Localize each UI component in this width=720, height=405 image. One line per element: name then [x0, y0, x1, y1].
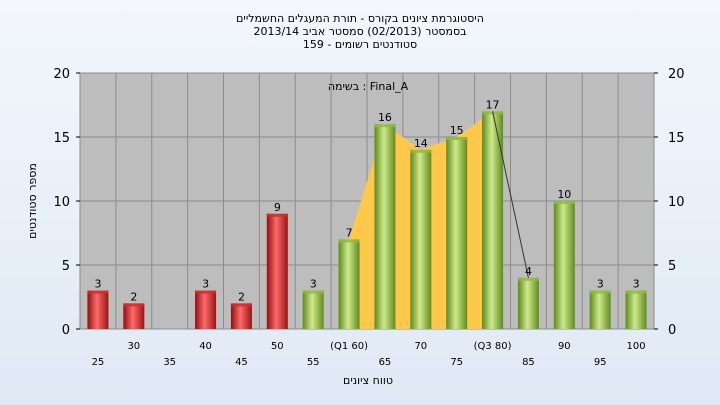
bar-value-label: 10	[557, 188, 571, 201]
y-tick-label-right: 20	[668, 67, 685, 82]
bar	[589, 290, 611, 329]
x-tick-label: 40	[199, 341, 212, 352]
x-tick-label: (Q1 60)	[330, 341, 368, 352]
bar	[374, 124, 396, 329]
bar	[87, 290, 109, 329]
bar-value-label: 2	[130, 290, 137, 303]
x-tick-label: 90	[558, 341, 571, 352]
x-tick-label: 85	[522, 357, 535, 368]
bar	[230, 303, 252, 329]
bar	[195, 290, 217, 329]
bar-cap	[553, 201, 575, 204]
y-tick-label-left: 5	[62, 259, 70, 274]
chart-subtitle-1: בסמסטר (02/2013) סמסטר אביב 2013/14	[253, 25, 466, 38]
chart-titles: היסטוגרמת ציונים בקורס - תורת המעגלים הח…	[236, 12, 484, 51]
bar	[517, 277, 539, 329]
x-tick-label: 75	[450, 357, 463, 368]
bar-cap	[195, 290, 217, 294]
bar-value-label: 16	[378, 111, 392, 124]
y-tick-label-left: 0	[62, 323, 70, 338]
x-tick-label: 65	[379, 357, 392, 368]
bar-cap	[123, 303, 145, 307]
bar-value-labels: 3 2 3 2 9 3 7 16 14 15 17 4 10 3 3	[94, 98, 639, 303]
x-tick-label: 35	[163, 357, 176, 368]
y-axis-label: מספר סטודנטים	[26, 163, 39, 239]
bar	[266, 213, 288, 329]
x-tick-label: 30	[127, 341, 140, 352]
y-tick-label-left: 20	[53, 67, 70, 82]
bar-cap	[374, 124, 396, 128]
y-tick-label-right: 5	[668, 259, 676, 274]
bar	[446, 137, 468, 329]
y-axis-left-ticks: 0 5 10 15 20	[53, 67, 80, 338]
bar	[482, 111, 504, 330]
chart-annotation: בשימה : Final_A	[328, 80, 409, 93]
y-tick-label-left: 15	[53, 131, 70, 146]
bar-cap	[517, 277, 539, 281]
bar-cap	[266, 213, 288, 217]
bar-cap	[302, 290, 324, 294]
bar	[302, 290, 324, 329]
trend-line	[492, 111, 529, 278]
bar-value-label: 2	[238, 290, 245, 303]
bar-value-label: 4	[525, 265, 532, 278]
x-tick-label: 45	[235, 357, 248, 368]
y-tick-label-left: 10	[53, 195, 70, 210]
bar-value-label: 3	[597, 278, 604, 291]
y-tick-label-right: 15	[668, 131, 685, 146]
bar-value-label: 15	[450, 124, 464, 137]
bar-cap	[230, 303, 252, 307]
x-tick-label: 100	[627, 341, 646, 352]
bar	[553, 201, 575, 329]
x-axis-label: טווח ציונים	[343, 374, 393, 387]
bar-value-label: 17	[486, 98, 500, 111]
bar-value-label: 14	[414, 137, 428, 150]
bar-cap	[338, 239, 360, 243]
x-tick-label: 95	[594, 357, 607, 368]
x-tick-label: 50	[271, 341, 284, 352]
chart-title: היסטוגרמת ציונים בקורס - תורת המעגלים הח…	[236, 12, 484, 25]
x-tick-label: 70	[414, 341, 427, 352]
y-axis-right-ticks: 0 5 10 15 20	[654, 67, 685, 338]
bar	[123, 303, 145, 329]
bar-value-label: 3	[202, 278, 209, 291]
bar-cap	[446, 137, 468, 140]
y-tick-label-right: 0	[668, 323, 676, 338]
x-tick-label: 25	[92, 357, 105, 368]
bar	[410, 149, 432, 329]
chart-subtitle-2: סטודנטים רשומים - 159	[303, 38, 417, 51]
x-tick-label: (Q3 80)	[474, 341, 512, 352]
bar-cap	[589, 290, 611, 294]
bars	[87, 111, 647, 330]
bar	[338, 239, 360, 329]
bar-cap	[410, 149, 432, 153]
y-tick-label-right: 10	[668, 195, 685, 210]
bar-value-label: 3	[94, 278, 101, 291]
bar-value-label: 3	[633, 278, 640, 291]
bar-value-label: 3	[310, 278, 317, 291]
bar-value-label: 9	[274, 201, 281, 214]
x-axis-ticks: 25 30 35 40 45 50 55 (Q1 60) 65 70 75 (Q3 80) 85 90 95…	[92, 341, 646, 368]
bar-value-label: 7	[346, 226, 353, 239]
bar-cap	[625, 290, 647, 294]
bar	[625, 290, 647, 329]
x-tick-label: 55	[307, 357, 320, 368]
bar-cap	[87, 290, 109, 294]
